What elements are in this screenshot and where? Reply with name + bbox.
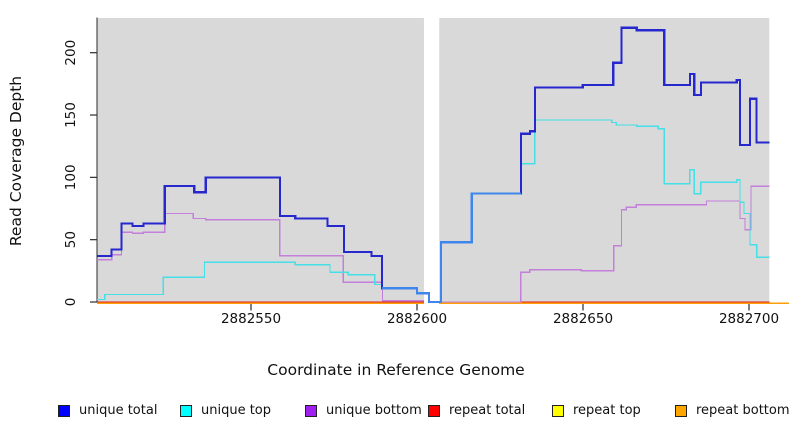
legend-item-unique-total: unique total — [58, 402, 157, 420]
legend-label: unique bottom — [326, 403, 422, 418]
y-axis-title: Read Coverage Depth — [7, 75, 25, 247]
legend-label: repeat total — [449, 403, 526, 418]
legend-swatch-icon — [675, 405, 687, 417]
y-tick-label: 200 — [63, 40, 79, 66]
legend-item-unique-top: unique top — [180, 402, 271, 420]
x-tick-label: 2882650 — [553, 311, 613, 327]
legend-item-repeat-top: repeat top — [552, 402, 641, 420]
legend-item-repeat-total: repeat total — [428, 402, 525, 420]
legend-swatch-icon — [180, 405, 192, 417]
y-tick-label: 150 — [63, 102, 79, 128]
legend-swatch-icon — [552, 405, 564, 417]
legend-swatch-icon — [428, 405, 440, 417]
x-tick-label: 2882600 — [387, 311, 447, 327]
coverage-gap-band — [423, 17, 440, 308]
legend-item-unique-bottom: unique bottom — [305, 402, 422, 420]
x-tick-label: 2882550 — [221, 311, 281, 327]
legend-swatch-icon — [58, 405, 70, 417]
y-tick-label: 100 — [63, 164, 79, 190]
y-tick-label: 50 — [63, 231, 79, 248]
series-line-unique_total-overlap — [382, 192, 521, 304]
legend-label: repeat bottom — [696, 403, 790, 418]
legend-label: unique total — [79, 403, 158, 418]
x-axis-title: Coordinate in Reference Genome — [267, 361, 525, 379]
legend-item-repeat-bottom: repeat bottom — [675, 402, 790, 420]
legend-label: repeat top — [573, 403, 641, 418]
series-line-unique_bottom — [439, 185, 770, 303]
legend-label: unique top — [201, 403, 272, 418]
series-line-unique_top — [97, 119, 770, 303]
x-tick-label: 2882700 — [719, 311, 779, 327]
y-tick-label: 0 — [63, 298, 79, 307]
chart-legend: unique total unique top unique bottom repea… — [0, 402, 792, 424]
legend-swatch-icon — [305, 405, 317, 417]
